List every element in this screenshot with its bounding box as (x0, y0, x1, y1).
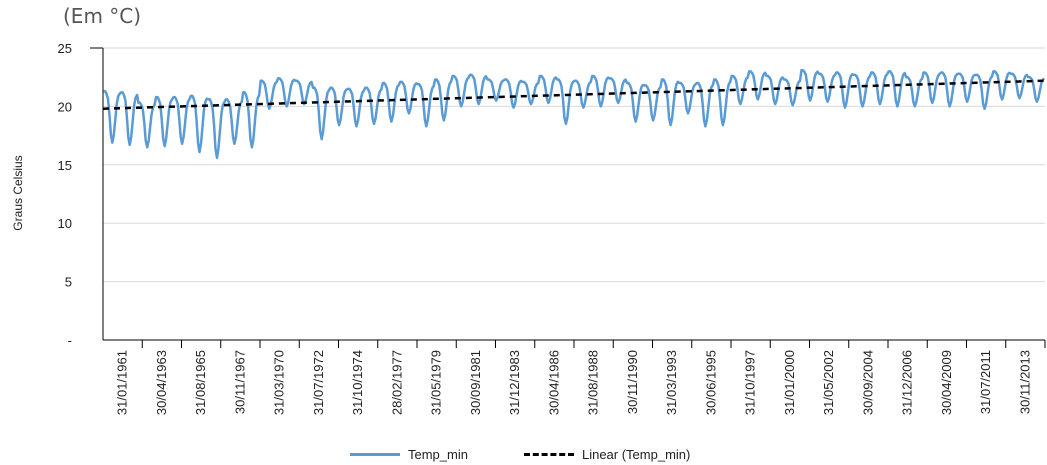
y-tick-label: 25 (58, 41, 72, 56)
x-tick-label: 31/10/1974 (350, 350, 365, 415)
x-tick-label: 31/07/1972 (311, 350, 326, 415)
line-chart: - 5 10 15 20 25 31/01/1961 30/04/1963 31/08/196… (58, 41, 1046, 415)
legend-label-linear: Linear (Temp_min) (581, 447, 691, 462)
x-tick-label: 31/08/1965 (193, 350, 208, 415)
series-layer (102, 68, 1046, 160)
legend-item-temp-min: Temp_min (350, 447, 468, 462)
x-tick-label: 31/10/1997 (743, 350, 758, 415)
y-axis-ticks: - 5 10 15 20 25 (58, 41, 72, 348)
x-tick-label: 31/12/2006 (900, 350, 915, 415)
x-tick-label: 28/02/1977 (389, 350, 404, 415)
x-tick-label: 31/01/1961 (115, 350, 130, 415)
x-tick-label: 31/03/1970 (272, 350, 287, 415)
legend-label-temp-min: Temp_min (408, 447, 468, 462)
y-tick-label: - (68, 333, 72, 348)
x-tick-label: 31/03/1993 (664, 350, 679, 415)
x-tick-label: 30/11/1990 (625, 350, 640, 414)
x-tick-label: 30/09/1981 (468, 350, 483, 415)
chart-subtitle: (Em °C) (63, 4, 142, 28)
x-tick-label: 31/05/1979 (429, 350, 444, 415)
x-tick-label: 30/06/1995 (703, 350, 718, 415)
x-tick-label: 30/11/1967 (232, 350, 247, 414)
y-tick-label: 10 (58, 216, 72, 231)
x-tick-label: 31/07/2011 (978, 350, 993, 414)
x-tick-label: 30/11/2013 (1017, 350, 1032, 414)
y-tick-label: 5 (65, 275, 72, 290)
legend-swatch-solid (350, 453, 400, 456)
x-tick-label: 30/04/1963 (154, 350, 169, 415)
x-tick-label: 30/09/2004 (860, 350, 875, 415)
x-tick-label: 31/05/2002 (821, 350, 836, 415)
legend-item-linear: Linear (Temp_min) (523, 447, 691, 462)
gridlines (103, 47, 1045, 283)
x-tick-label: 30/04/2009 (939, 350, 954, 415)
y-tick-label: 15 (58, 158, 72, 173)
x-tick-label: 31/08/1988 (586, 350, 601, 415)
legend: Temp_min Linear (Temp_min) (350, 447, 746, 462)
y-tick-label: 20 (58, 99, 72, 114)
series-line-linear-trend (102, 79, 1046, 110)
legend-swatch-dashed (523, 453, 574, 456)
series-line-temp-min (103, 68, 1046, 160)
x-tick-label: 30/04/1986 (546, 350, 561, 415)
x-axis: 31/01/1961 30/04/1963 31/08/1965 30/11/1967… (90, 47, 1046, 415)
x-tick-label: 31/12/1983 (507, 350, 522, 415)
x-tick-label: 31/01/2000 (782, 350, 797, 415)
